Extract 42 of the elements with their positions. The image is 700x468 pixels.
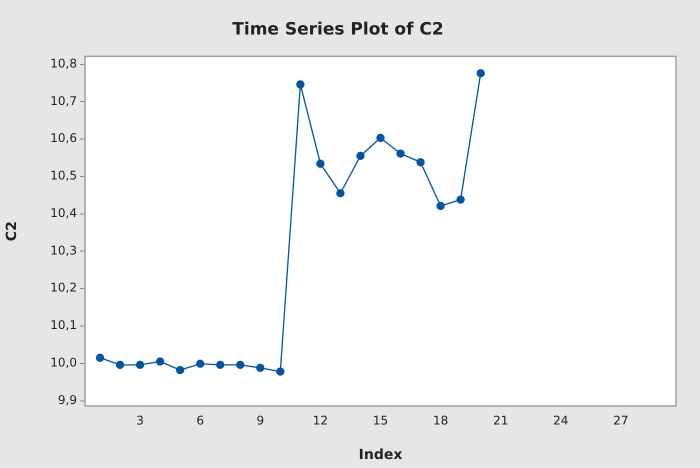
y-tick-label: 9,9	[58, 392, 77, 407]
y-tick-label: 10,7	[50, 94, 77, 108]
y-tick-label: 10,1	[50, 318, 77, 332]
point	[216, 360, 224, 370]
point	[116, 360, 124, 370]
point	[196, 360, 204, 368]
x-axis-title: Index	[358, 447, 402, 464]
x-tick-label: 9	[256, 413, 264, 428]
point	[476, 69, 485, 78]
y-tick-label: 10,4	[50, 206, 77, 220]
x-tick-label: 15	[372, 413, 388, 428]
x-tick-label: 12	[312, 413, 328, 428]
point	[336, 189, 345, 198]
point	[456, 195, 465, 204]
y-tick-label: 10,2	[50, 280, 77, 295]
point	[356, 152, 365, 160]
point	[276, 367, 284, 376]
point	[436, 202, 445, 210]
x-tick-label: 3	[136, 413, 144, 428]
x-tick-label: 27	[613, 413, 629, 428]
point	[316, 160, 325, 168]
point	[296, 80, 305, 89]
chart-title: Time Series Plot of C2	[232, 20, 444, 40]
point	[256, 364, 264, 372]
y-axis-title: C2	[4, 221, 20, 242]
point	[416, 158, 425, 166]
y-tick-label: 10,0	[50, 356, 77, 370]
y-tick-label: 10,6	[50, 131, 77, 146]
point	[96, 354, 104, 362]
y-tick-label: 10,3	[50, 243, 77, 258]
point	[156, 357, 164, 366]
x-tick-label: 21	[493, 413, 508, 428]
x-tick-label: 18	[432, 413, 448, 428]
point	[396, 149, 405, 158]
point	[176, 366, 184, 374]
point	[136, 360, 144, 370]
x-tick-label: 24	[553, 413, 568, 428]
point	[376, 134, 385, 142]
y-tick-label: 10,5	[50, 168, 77, 183]
x-tick-label: 6	[196, 413, 204, 428]
point	[236, 360, 244, 370]
y-tick-label: 10,8	[50, 56, 77, 70]
